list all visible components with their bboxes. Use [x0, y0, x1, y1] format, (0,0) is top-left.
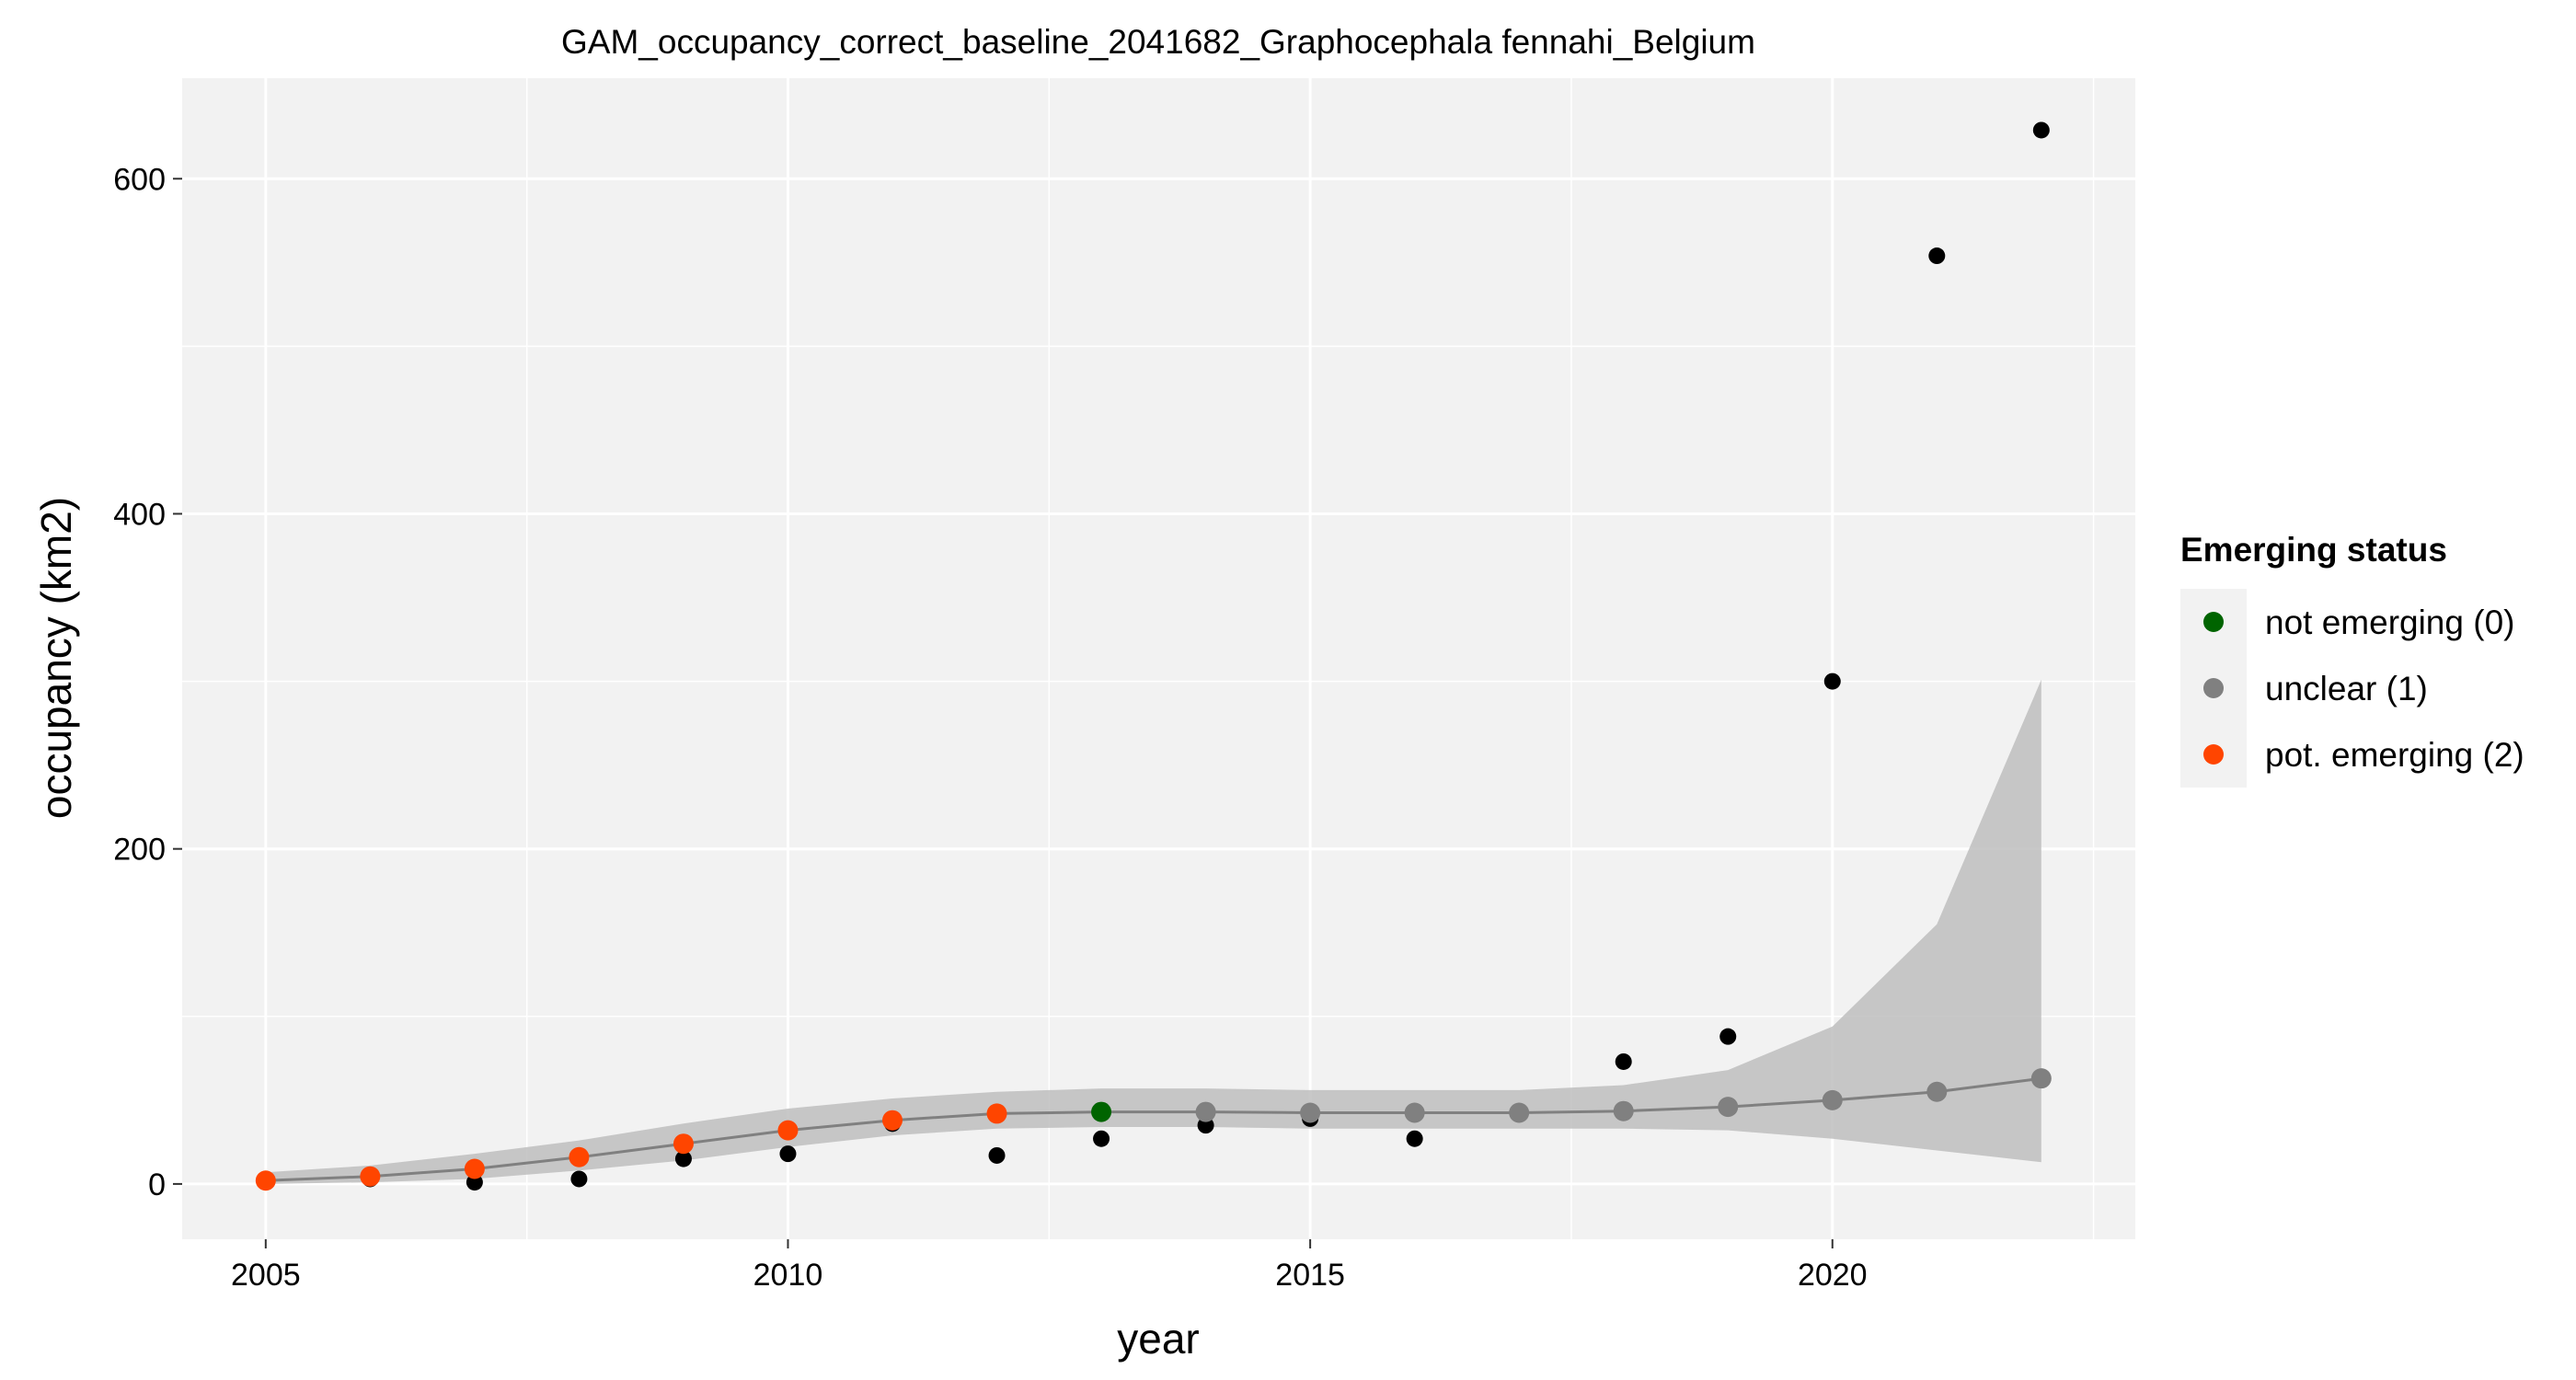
fit-point: [986, 1103, 1007, 1124]
y-tick-label: 200: [113, 833, 166, 868]
legend-label: pot. emerging (2): [2265, 736, 2524, 774]
observed-point: [1719, 1028, 1737, 1045]
observed-point: [2032, 121, 2050, 139]
fit-point: [2030, 1068, 2052, 1089]
fit-point: [1300, 1102, 1321, 1123]
fit-point: [1822, 1089, 1843, 1110]
fit-point: [464, 1158, 485, 1179]
legend-key: [2203, 678, 2224, 698]
x-tick-label: 2020: [1798, 1258, 1868, 1293]
legend-key: [2203, 612, 2224, 632]
observed-point: [1406, 1130, 1423, 1147]
y-tick-label: 400: [113, 497, 166, 532]
chart-title: GAM_occupancy_correct_baseline_2041682_G…: [561, 23, 1755, 61]
fit-point: [1509, 1102, 1530, 1123]
observed-point: [1928, 247, 1946, 265]
x-tick-label: 2015: [1275, 1258, 1345, 1293]
legend-key: [2203, 744, 2224, 765]
legend-title: Emerging status: [2180, 531, 2447, 569]
observed-point: [570, 1170, 588, 1188]
fit-point: [1613, 1100, 1634, 1121]
fit-point: [1926, 1081, 1948, 1102]
observed-point: [466, 1174, 483, 1191]
x-axis: 2005 2010 2015 2020: [231, 1239, 1868, 1293]
legend: Emerging status not emerging (0) unclear …: [2180, 531, 2524, 788]
observed-point: [779, 1145, 797, 1163]
fit-line: [265, 1076, 2041, 1182]
y-tick-label: 0: [148, 1167, 166, 1202]
fit-point: [569, 1146, 590, 1167]
observed-point: [674, 1150, 692, 1167]
fit-point: [882, 1110, 903, 1131]
confidence-band: [265, 679, 2041, 1184]
y-tick-label: 600: [113, 162, 166, 197]
y-axis: 0 200 400 600: [113, 162, 182, 1202]
legend-label: not emerging (0): [2265, 604, 2514, 641]
fit-point: [255, 1170, 276, 1191]
observed-point: [1093, 1130, 1110, 1147]
x-axis-title: year: [1117, 1315, 1199, 1363]
fit-point: [777, 1120, 799, 1141]
legend-label: unclear (1): [2265, 670, 2428, 707]
observed-point: [1197, 1117, 1214, 1134]
fit-point: [1404, 1102, 1425, 1123]
observed-point: [988, 1146, 1006, 1164]
observed-point: [1615, 1052, 1632, 1070]
y-axis-title: occupancy (km2): [32, 497, 80, 819]
fit-points: [255, 1068, 2052, 1191]
fit-line-path: [265, 1076, 2041, 1182]
x-tick-label: 2010: [753, 1258, 823, 1293]
grid-minor: [182, 78, 2135, 1239]
confidence-band-area: [265, 679, 2041, 1184]
fit-point: [1718, 1097, 1739, 1118]
fit-point: [673, 1133, 694, 1155]
x-tick-label: 2005: [231, 1258, 301, 1293]
fit-point: [360, 1166, 381, 1187]
fit-point: [1195, 1101, 1216, 1122]
observed-point: [1823, 673, 1841, 690]
fit-point: [1091, 1101, 1112, 1122]
